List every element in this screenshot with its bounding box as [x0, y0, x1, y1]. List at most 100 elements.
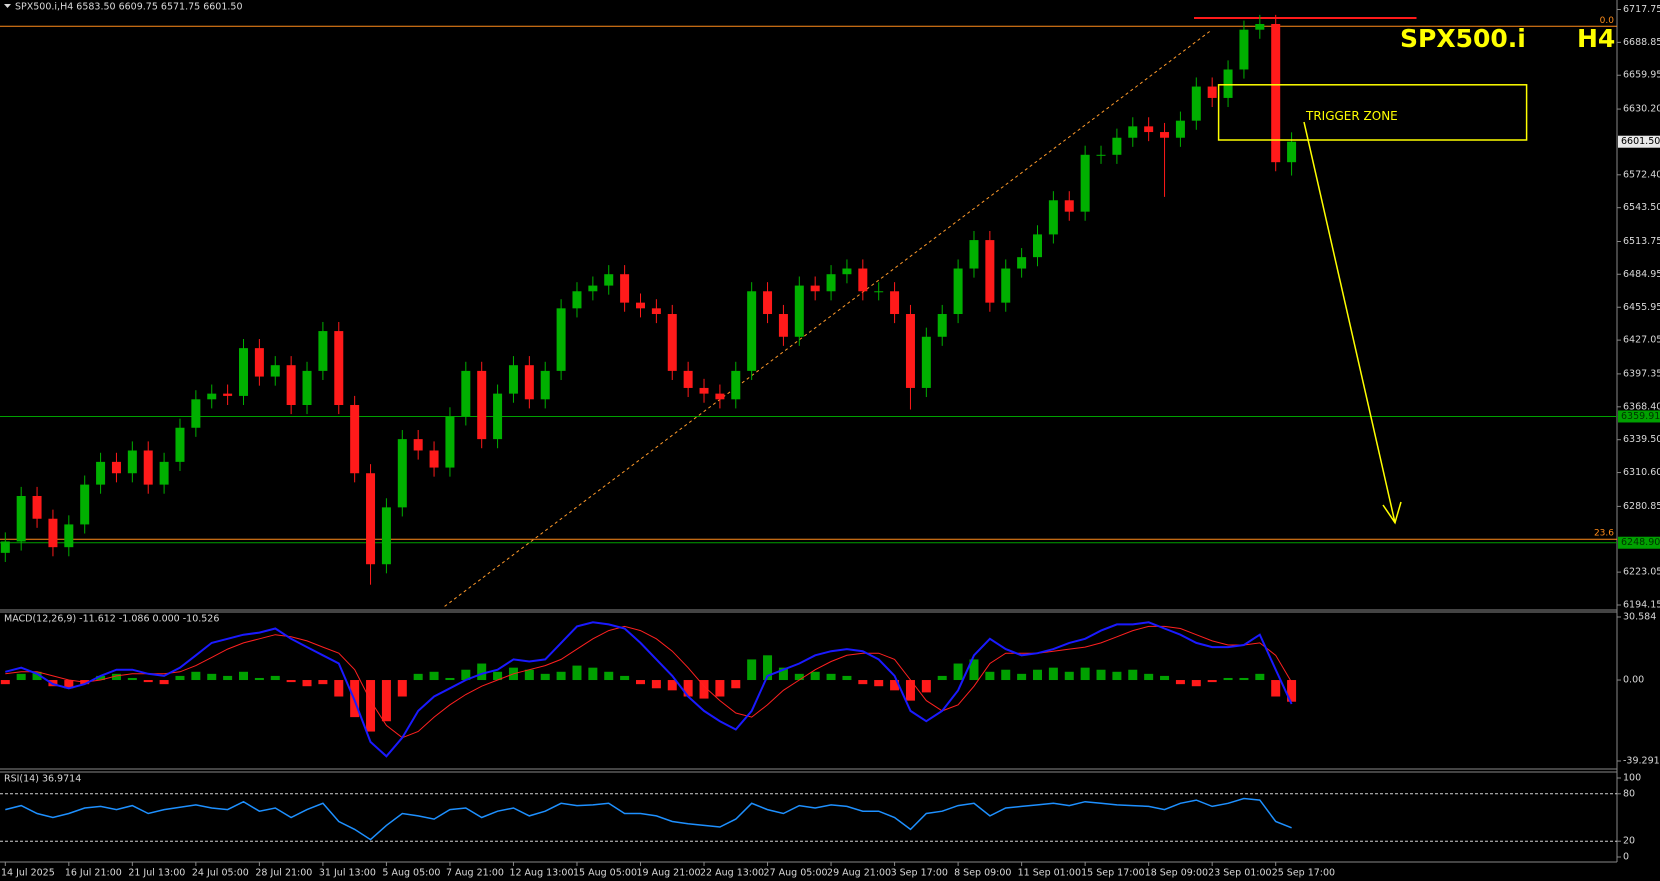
macd-histogram-bar [207, 673, 217, 681]
candle-body [890, 291, 900, 315]
y-tick-label: 6543.50 [1623, 202, 1660, 213]
candle-body [953, 268, 963, 315]
macd-histogram-bar [1080, 667, 1090, 681]
candle-body [254, 348, 264, 377]
candle-body [810, 285, 820, 292]
candle-body [826, 274, 836, 292]
macd-histogram-bar [826, 673, 836, 681]
macd-histogram-bar [143, 680, 153, 683]
candle-body [1191, 86, 1201, 121]
candle-body [413, 439, 423, 451]
y-tick-label: 6427.05 [1623, 335, 1660, 346]
macd-histogram-bar [747, 659, 757, 681]
y-tick-label: 0 [1623, 852, 1629, 863]
macd-histogram-bar [842, 675, 852, 681]
macd-histogram-bar [1144, 673, 1154, 681]
candle-body [1144, 126, 1154, 133]
candle-body [540, 370, 550, 400]
macd-histogram-bar [763, 655, 773, 681]
macd-histogram-bar [64, 680, 74, 689]
candle-body [683, 370, 693, 388]
macd-histogram-bar [1017, 673, 1027, 681]
macd-histogram-bar [985, 671, 995, 681]
candle-body [96, 461, 106, 485]
candle-body [477, 370, 487, 440]
y-tick-label: 6339.50 [1623, 434, 1660, 445]
y-tick-label: 6513.75 [1623, 236, 1660, 247]
y-tick-label: 6484.95 [1623, 269, 1660, 280]
macd-histogram-bar [270, 675, 280, 681]
candle-body [64, 524, 74, 548]
y-tick-label: 20 [1623, 836, 1635, 847]
macd-histogram-bar [556, 671, 566, 681]
price-level-box [1618, 410, 1660, 423]
candle-body [747, 291, 757, 371]
candle-body [524, 365, 534, 400]
x-tick-label: 18 Sep 09:00 [1145, 868, 1208, 879]
candle-body [1017, 257, 1027, 269]
macd-histogram-bar [715, 680, 725, 697]
macd-histogram-bar [32, 671, 42, 681]
rsi-title: RSI(14) 36.9714 [4, 774, 81, 785]
macd-histogram-bar [1239, 677, 1249, 681]
candle-body [381, 507, 391, 565]
x-tick-label: 22 Aug 13:00 [700, 868, 764, 879]
macd-histogram-bar [1096, 669, 1106, 681]
candle-body [1287, 141, 1297, 163]
arrow-head [1382, 501, 1402, 525]
candle-body [588, 285, 598, 292]
macd-histogram-bar [477, 663, 487, 681]
macd-histogram-bar [159, 680, 169, 685]
x-tick-label: 29 Aug 21:00 [827, 868, 891, 879]
macd-histogram-bar [778, 667, 788, 681]
candle-body [1271, 24, 1281, 163]
candle-body [127, 450, 137, 474]
candle-body [921, 336, 931, 388]
y-tick-label: 6688.85 [1623, 37, 1660, 48]
candle-body [937, 314, 947, 337]
candle-body [508, 365, 518, 394]
macd-histogram-bar [651, 680, 661, 689]
trigger-zone-label: TRIGGER ZONE [1305, 109, 1398, 123]
x-tick-label: 19 Aug 21:00 [637, 868, 701, 879]
main-title: SPX500.i,H4 6583.50 6609.75 6571.75 6601… [15, 2, 243, 13]
candle-body [794, 285, 804, 337]
candle-body [461, 370, 471, 417]
candle-body [667, 314, 677, 371]
candle-body [350, 405, 360, 474]
y-tick-label: 6659.95 [1623, 70, 1660, 81]
candle-body [556, 308, 566, 371]
candle-body [191, 399, 201, 428]
y-tick-label: 6368.40 [1623, 401, 1660, 412]
macd-histogram-bar [620, 675, 630, 681]
price-level-label: 6248.90 [1621, 537, 1660, 548]
candle-body [874, 291, 884, 293]
y-tick-label: 6194.15 [1623, 600, 1660, 611]
macd-histogram-bar [858, 680, 868, 685]
x-tick-label: 25 Sep 17:00 [1272, 868, 1335, 879]
candle-body [1207, 86, 1217, 98]
y-tick-label: 6223.05 [1623, 567, 1660, 578]
menu-triangle[interactable] [4, 4, 11, 8]
macd-histogram-bar [1048, 667, 1058, 681]
candle-body [239, 348, 248, 396]
candle-body [604, 274, 614, 286]
candle-body [366, 473, 376, 565]
macd-histogram-bar [366, 680, 376, 732]
macd-histogram-bar [239, 671, 248, 681]
symbol-label: SPX500.i [1400, 24, 1526, 53]
candle-body [636, 302, 645, 309]
macd-histogram-bar [254, 677, 264, 681]
timeframe-label: H4 [1577, 24, 1615, 53]
macd-histogram-bar [445, 677, 455, 681]
candle-body [143, 450, 153, 485]
candle-body [858, 268, 868, 292]
macd-histogram-bar [191, 671, 201, 681]
macd-histogram-bar [1191, 680, 1201, 687]
candle-body [969, 240, 979, 269]
macd-line [5, 621, 1293, 758]
price-level-label: 6359.91 [1621, 411, 1660, 422]
macd-histogram-bar [1128, 669, 1138, 681]
